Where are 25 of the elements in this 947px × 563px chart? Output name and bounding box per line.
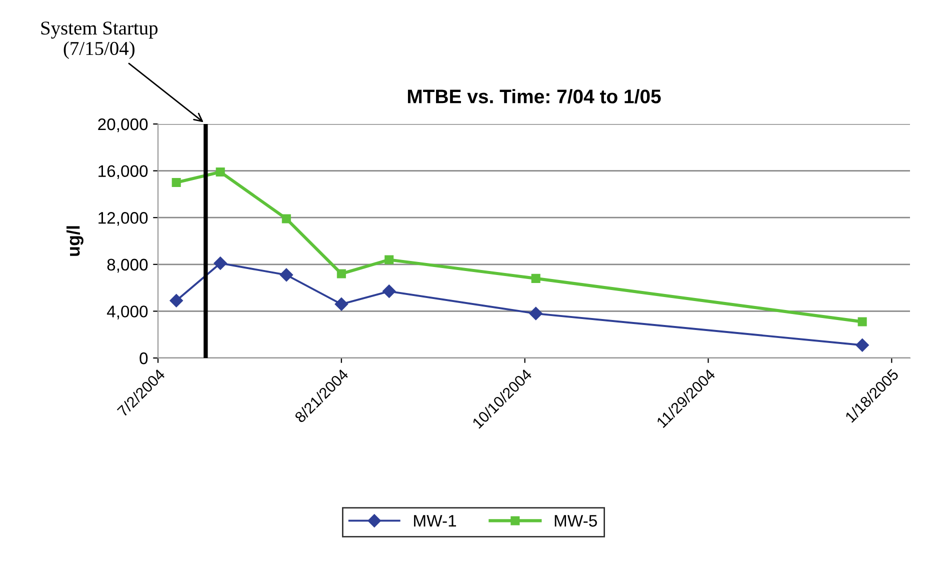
- y-axis-title: ug/l: [66, 226, 84, 256]
- y-tick-label: 20,000: [98, 118, 148, 132]
- ref-line-label: System Startup (7/15/04): [41, 22, 158, 59]
- point: [216, 167, 225, 176]
- y-tick-label: 12,000: [98, 212, 148, 226]
- point: [282, 214, 291, 224]
- point: [382, 284, 396, 298]
- point: [384, 255, 394, 264]
- point: [334, 298, 348, 311]
- point: [336, 269, 346, 278]
- legend-label: MW-1: [414, 515, 456, 527]
- point: [856, 338, 869, 352]
- point: [172, 178, 181, 188]
- point: [531, 274, 540, 283]
- point: [214, 256, 227, 270]
- point: [529, 306, 542, 320]
- legend-label: MW-5: [554, 515, 597, 527]
- point: [170, 294, 183, 308]
- y-tick-label: 8,000: [107, 258, 148, 273]
- point: [280, 268, 293, 282]
- y-tick-label: 16,000: [98, 165, 148, 179]
- y-tick-label: 0: [140, 352, 148, 364]
- y-tick-label: 4,000: [106, 306, 148, 320]
- point: [858, 317, 867, 326]
- chart-title: MTBE vs. Time: 7/04 to 1/05: [408, 89, 661, 104]
